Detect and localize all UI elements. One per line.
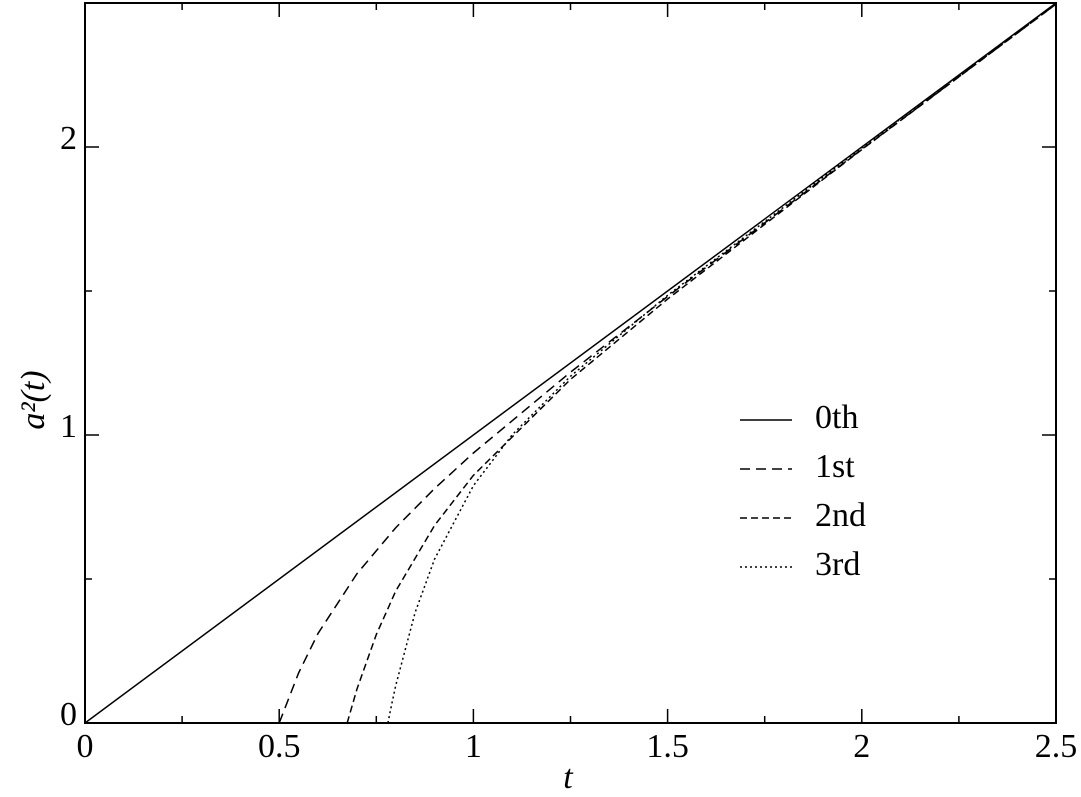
x-tick-label: 2 bbox=[853, 728, 870, 765]
x-tick-label: 0 bbox=[77, 728, 94, 765]
legend-label: 0th bbox=[815, 399, 858, 436]
x-tick-label: 2.5 bbox=[1035, 728, 1078, 765]
x-axis-label: t bbox=[563, 759, 574, 796]
x-tick-label: 0.5 bbox=[258, 728, 301, 765]
legend-label: 3rd bbox=[815, 546, 860, 583]
legend-label: 1st bbox=[815, 448, 855, 485]
legend-label: 2nd bbox=[815, 497, 866, 534]
series-line bbox=[346, 3, 1057, 724]
series-line bbox=[387, 2, 1057, 724]
x-tick-label: 1 bbox=[465, 728, 482, 765]
y-axis-label: a²(t) bbox=[15, 370, 52, 429]
y-tick-label: 1 bbox=[60, 408, 77, 445]
y-tick-label: 0 bbox=[60, 696, 77, 733]
series-line bbox=[278, 3, 1057, 724]
y-tick-label: 2 bbox=[60, 120, 77, 157]
x-tick-label: 1.5 bbox=[646, 728, 689, 765]
